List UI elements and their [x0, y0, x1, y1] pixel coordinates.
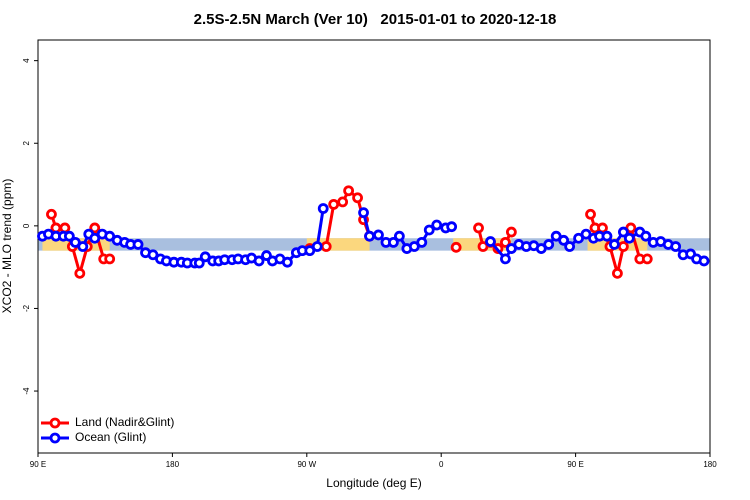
data-point: [46, 208, 57, 220]
data-point: [585, 208, 596, 220]
data-point: [104, 253, 116, 265]
data-point: [77, 241, 89, 252]
data-point: [423, 224, 435, 236]
data-point: [505, 226, 517, 238]
data-point: [132, 239, 144, 250]
x-tick-label: 180: [166, 460, 180, 469]
data-point: [364, 230, 375, 242]
data-point: [564, 241, 576, 252]
y-tick-label: 0: [22, 223, 31, 228]
data-point: [641, 253, 653, 265]
data-point: [373, 229, 384, 241]
data-point: [337, 196, 349, 208]
data-point: [63, 230, 75, 242]
y-tick-label: 4: [22, 58, 31, 63]
data-point: [89, 222, 101, 234]
data-point: [543, 239, 555, 250]
data-point: [670, 241, 682, 252]
legend-label: Land (Nadir&Glint): [75, 415, 174, 429]
data-point: [473, 222, 484, 234]
legend-marker: [49, 417, 61, 429]
data-point: [500, 253, 511, 265]
x-axis-label: Longitude (deg E): [326, 476, 421, 490]
data-point: [698, 255, 710, 267]
data-point: [601, 230, 613, 242]
data-point: [623, 232, 635, 244]
data-point: [59, 222, 71, 234]
data-point: [311, 241, 323, 252]
data-point: [352, 192, 363, 204]
data-point: [617, 241, 629, 252]
y-tick-label: 2: [22, 140, 31, 145]
data-point: [317, 203, 329, 214]
chart-title: 2.5S-2.5N March (Ver 10) 2015-01-01 to 2…: [194, 11, 557, 28]
y-tick-label: -4: [22, 387, 31, 395]
data-point: [450, 241, 462, 253]
y-tick-label: -2: [22, 304, 31, 312]
x-tick-label: 90 E: [567, 460, 583, 469]
data-point: [74, 267, 86, 279]
data-point: [388, 236, 399, 248]
data-point: [416, 236, 428, 248]
data-point: [193, 257, 205, 269]
data-point: [358, 207, 369, 219]
y-axis-label: XCO2 - MLO trend (ppm): [0, 179, 14, 314]
data-point: [343, 185, 355, 197]
data-point: [500, 236, 511, 248]
data-point: [320, 241, 332, 252]
data-point: [612, 267, 623, 279]
data-point: [328, 198, 340, 210]
plot-frame: [37, 39, 711, 454]
data-point: [617, 226, 629, 238]
data-point: [485, 236, 496, 247]
data-point: [50, 222, 62, 234]
legend-marker: [49, 432, 61, 444]
x-tick-label: 90 W: [297, 460, 316, 469]
data-point: [609, 239, 620, 250]
x-tick-label: 0: [439, 460, 444, 469]
data-point: [446, 221, 458, 233]
data-point: [597, 222, 608, 234]
legend-label: Ocean (Glint): [75, 430, 146, 444]
data-point: [393, 230, 405, 242]
x-tick-label: 180: [703, 460, 717, 469]
data-point: [253, 255, 265, 267]
data-point: [640, 230, 652, 242]
x-tick-label: 90 E: [30, 460, 46, 469]
data-point: [558, 234, 570, 246]
data-point: [431, 219, 443, 231]
data-point: [281, 256, 293, 268]
